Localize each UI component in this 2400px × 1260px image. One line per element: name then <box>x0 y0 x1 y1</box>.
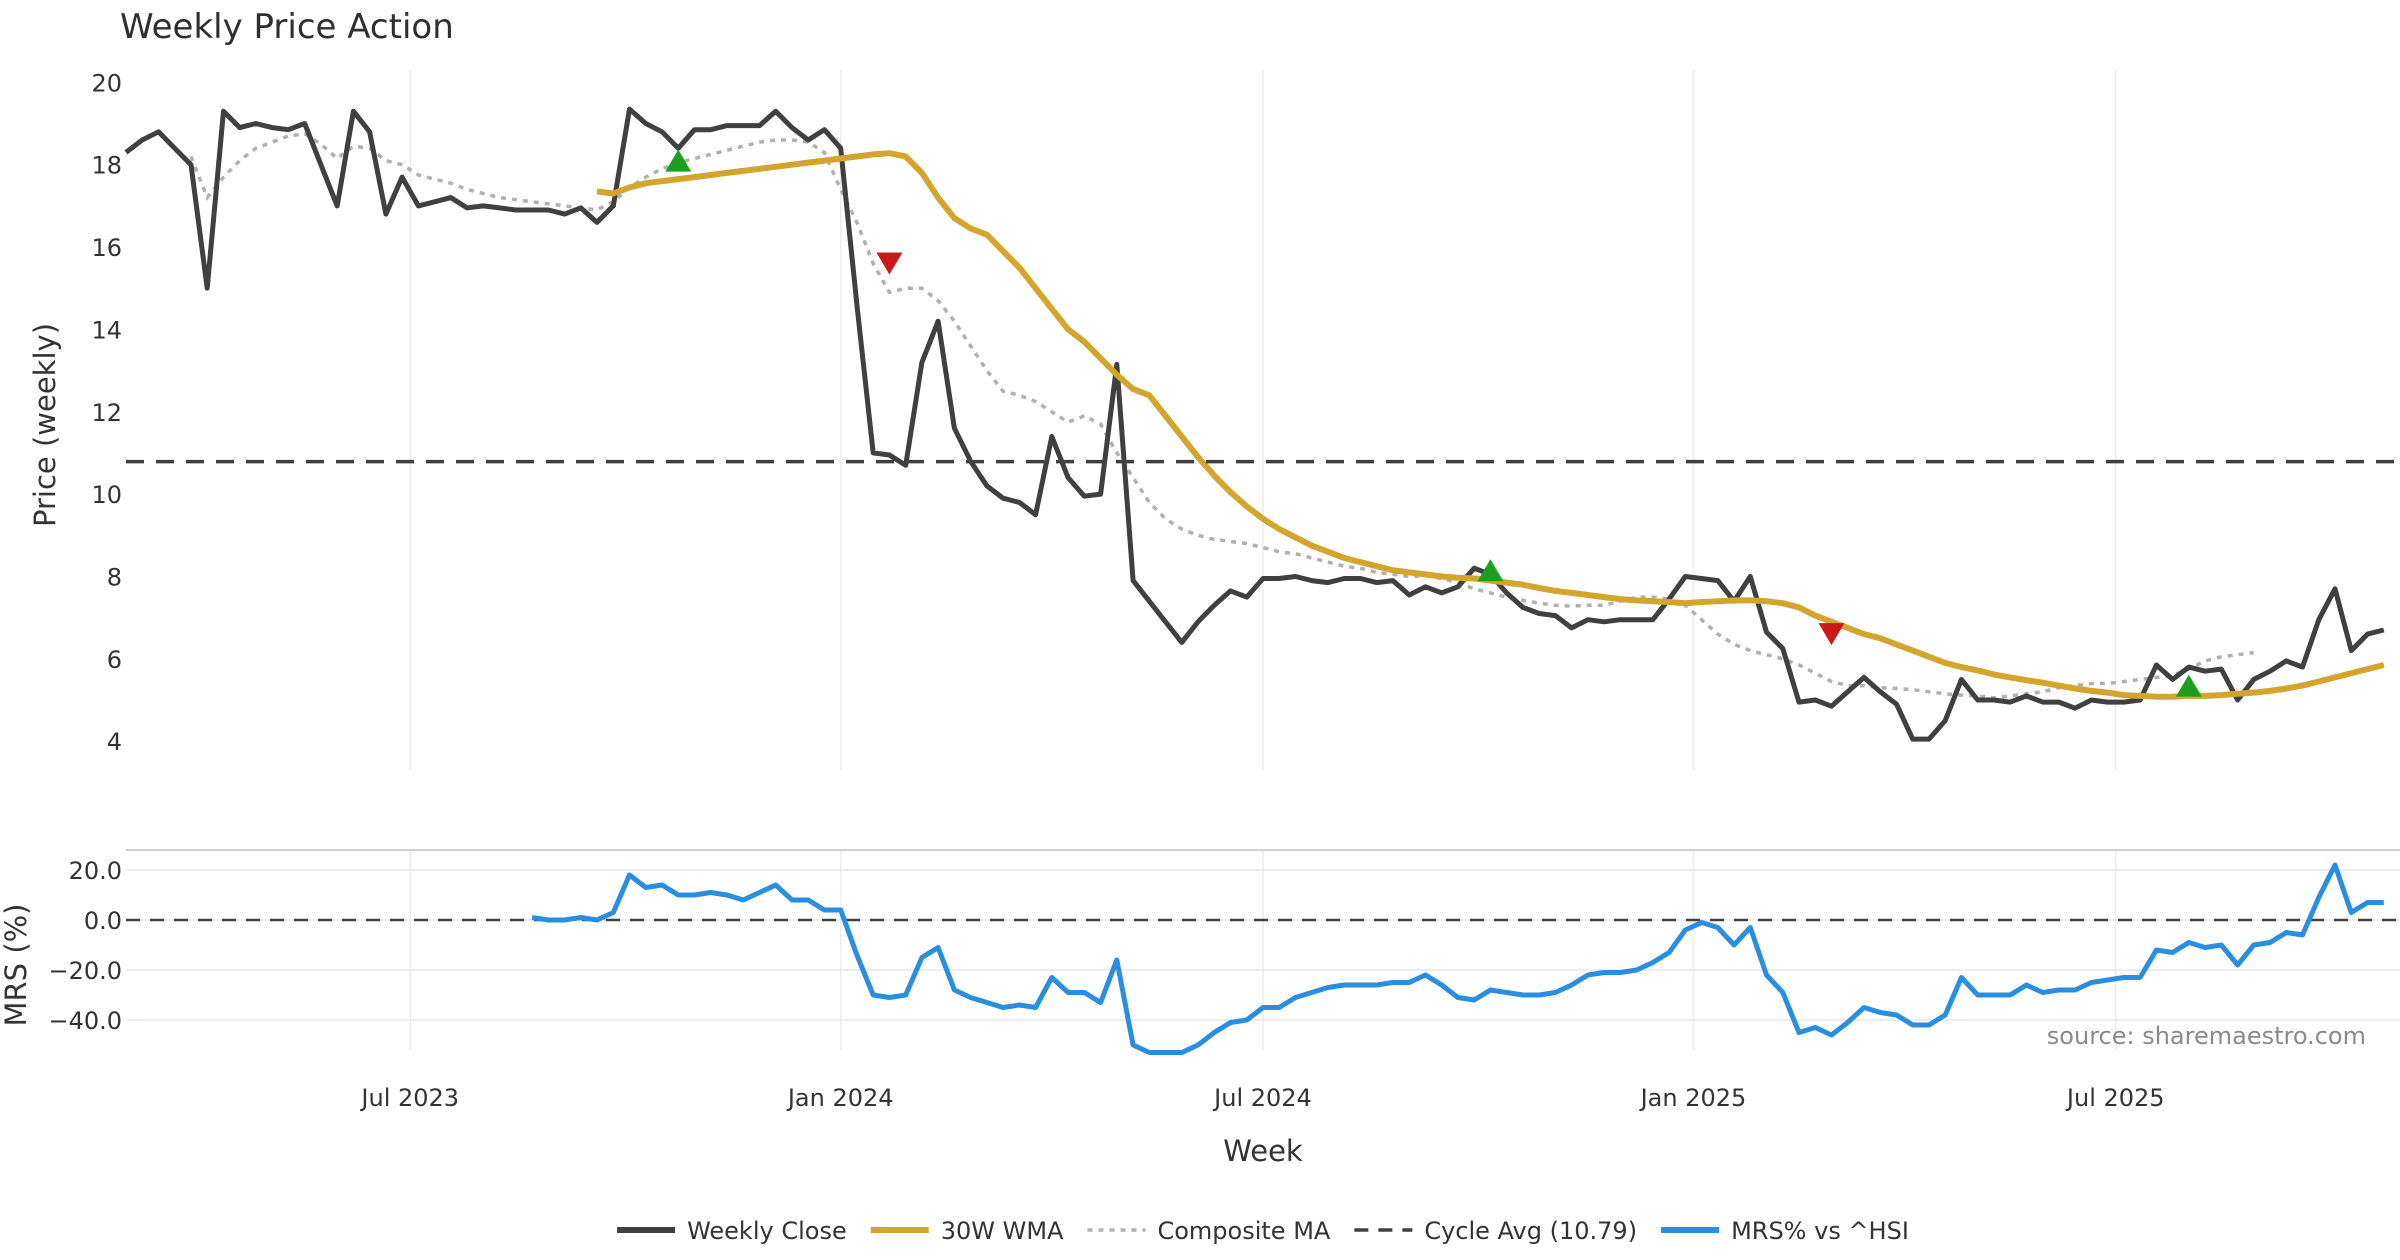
price-y-tick-label: 16 <box>91 234 122 262</box>
price-y-tick-label: 14 <box>91 316 122 344</box>
mrs-y-tick-label: −20.0 <box>48 957 122 985</box>
sell-signal-marker <box>876 252 903 275</box>
x-tick-label: Jul 2024 <box>1212 1084 1312 1112</box>
mrs-series <box>126 862 2400 1055</box>
series-weekly-close <box>124 106 2385 742</box>
legend-label: Weekly Close <box>687 1217 847 1245</box>
source-label: source: sharemaestro.com <box>2047 1022 2366 1050</box>
mrs-y-tick-label: 20.0 <box>69 857 122 885</box>
mrs-gridlines <box>126 850 2400 1050</box>
legend-label: Cycle Avg (10.79) <box>1424 1217 1637 1245</box>
price-y-tick-label: 4 <box>107 728 122 756</box>
x-tick-label: Jan 2024 <box>786 1084 894 1112</box>
x-axis-title: Week <box>1223 1134 1303 1168</box>
legend-label: Composite MA <box>1157 1217 1330 1245</box>
sell-signal-marker <box>1818 623 1845 646</box>
x-ticks: Jul 2023 Jan 2024 Jul 2024 Jan 2025 Jul 2025 <box>359 1084 2164 1112</box>
price-y-axis-title: Price (weekly) <box>28 323 62 527</box>
legend: Weekly Close 30W WMA Composite MA Cycle Avg… <box>617 1217 1909 1245</box>
buy-signal-marker <box>2175 674 2202 697</box>
buy-signal-marker <box>665 149 692 172</box>
mrs-y-ticks: 20.0 0.0 −20.0 −40.0 <box>48 857 122 1035</box>
x-tick-label: Jul 2025 <box>2065 1084 2165 1112</box>
price-y-tick-label: 18 <box>91 152 122 180</box>
price-y-tick-label: 12 <box>91 399 122 427</box>
price-gridlines <box>409 70 2117 770</box>
legend-label: 30W WMA <box>941 1217 1064 1245</box>
price-y-tick-label: 6 <box>107 646 122 674</box>
price-y-ticks: 4 6 8 10 12 14 16 18 20 <box>91 69 122 756</box>
x-tick-label: Jan 2025 <box>1639 1084 1747 1112</box>
price-y-tick-label: 8 <box>107 563 122 591</box>
price-y-tick-label: 20 <box>91 69 122 97</box>
buy-signal-marker <box>1477 559 1504 582</box>
mrs-y-axis-title: MRS (%) <box>0 904 33 1027</box>
series-composite-ma <box>189 131 2255 700</box>
price-y-tick-label: 10 <box>91 481 122 509</box>
signal-markers <box>665 149 2202 697</box>
chart-title: Weekly Price Action <box>120 7 454 47</box>
legend-label: MRS% vs ^HSI <box>1731 1217 1909 1245</box>
mrs-y-tick-label: 0.0 <box>84 907 122 935</box>
mrs-y-tick-label: −40.0 <box>48 1007 122 1035</box>
x-tick-label: Jul 2023 <box>359 1084 459 1112</box>
series-mrs-vs-hsi <box>531 862 2384 1055</box>
